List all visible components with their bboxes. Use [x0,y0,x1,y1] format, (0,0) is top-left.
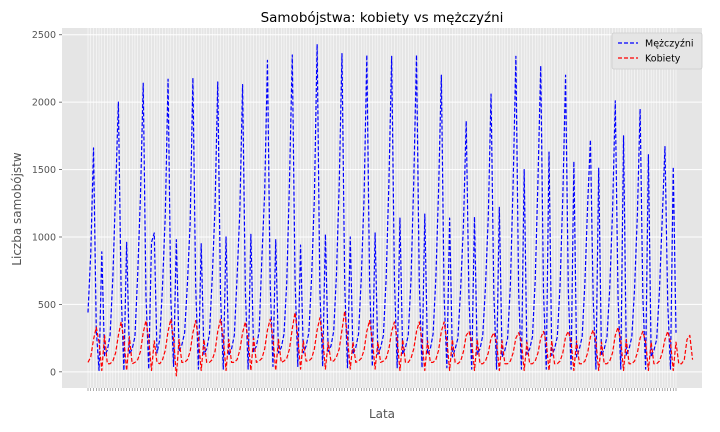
chart-title: Samobójstwa: kobiety vs mężczyźni [261,10,504,26]
x-axis-label: Lata [369,407,395,421]
y-tick-label: 2500 [32,30,56,41]
legend-box [611,32,703,70]
y-tick-label: 2000 [32,98,56,109]
axes: 0 500 1000 1500 2000 2500 [32,30,677,391]
legend-label-women: Kobiety [645,54,681,65]
y-tick-label: 0 [50,367,56,378]
y-tick-label: 500 [38,300,56,311]
plot-area [62,28,702,388]
y-tick-label: 1000 [32,232,56,243]
y-axis-label: Liczba samobójstw [10,152,24,266]
legend-label-men: Mężczyźni [645,39,694,50]
series-lines [87,43,694,377]
legend: Mężczyźni Kobiety [611,32,703,70]
y-tick-label: 1500 [32,165,56,176]
series-line-women [87,310,694,377]
